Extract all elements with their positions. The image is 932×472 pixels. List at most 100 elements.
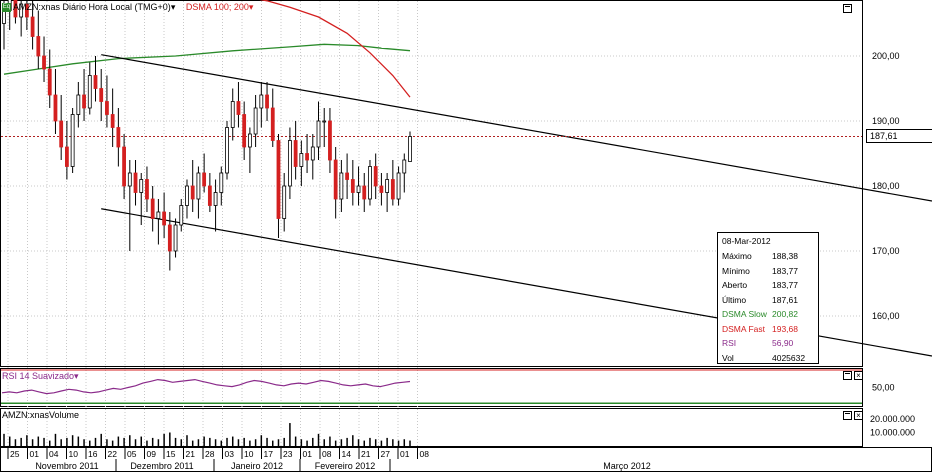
candle-body xyxy=(282,185,287,219)
candle-body xyxy=(362,185,367,200)
candle-body xyxy=(350,179,355,193)
volume-title: AMZN:xnasVolume xyxy=(2,410,80,420)
candle-body xyxy=(333,159,338,200)
day-label: 22 xyxy=(108,449,118,459)
volume-close-icon[interactable]: × xyxy=(854,411,863,420)
day-label: 01 xyxy=(303,449,313,459)
symbol-header[interactable]: Eq AMZN:xnas Diário Hora Local (TMG+0)▾ … xyxy=(2,2,253,13)
info-value: 56,90 xyxy=(772,338,794,348)
maximize-icon[interactable] xyxy=(843,4,852,13)
candle-body xyxy=(242,114,247,148)
candle-body xyxy=(190,185,195,200)
volume-maximize-icon[interactable] xyxy=(843,411,852,420)
fast-ma-line xyxy=(259,0,411,98)
rsi-title[interactable]: RSI 14 Suavizado xyxy=(2,371,75,381)
candle-body xyxy=(179,205,184,226)
candle-body xyxy=(247,133,252,148)
candle-body xyxy=(259,94,264,109)
candle-body xyxy=(299,153,304,167)
candle-body xyxy=(116,127,121,148)
info-label: Último xyxy=(722,294,747,305)
info-box: 08-Mar-2012 Máximo 188,38 Mínimo 183,77 Aber… xyxy=(717,232,819,364)
dropdown-icon[interactable]: ▾ xyxy=(170,2,176,12)
info-row: Último 187,61 xyxy=(722,293,814,307)
candle-body xyxy=(379,185,384,193)
candle-body xyxy=(162,211,167,226)
info-row: Máximo 188,38 xyxy=(722,249,814,263)
candle-body xyxy=(122,146,126,187)
indicator-title[interactable]: DSMA 100; 200 xyxy=(185,2,249,12)
candle-body xyxy=(213,192,218,206)
candle-body xyxy=(322,120,327,123)
candle-body xyxy=(305,153,309,161)
candle-body xyxy=(139,179,144,193)
day-label: 15 xyxy=(166,449,176,459)
candle-body xyxy=(408,136,412,162)
day-label: 10 xyxy=(244,449,254,459)
candle-body xyxy=(265,94,269,109)
candle-body xyxy=(202,172,207,187)
candle-body xyxy=(270,107,275,141)
candle-body xyxy=(196,172,201,200)
day-label: 05 xyxy=(127,449,137,459)
day-label: 17 xyxy=(264,449,274,459)
day-label: 14 xyxy=(342,449,352,459)
rsi-close-icon[interactable]: × xyxy=(854,371,863,380)
candle-body xyxy=(339,172,344,200)
candle-body xyxy=(385,179,390,193)
candle-body xyxy=(82,94,86,109)
candle-body xyxy=(219,172,224,193)
candle-body xyxy=(30,16,35,37)
month-label: Janeiro 2012 xyxy=(231,461,283,471)
day-label: 21 xyxy=(361,449,371,459)
candle-body xyxy=(59,120,64,148)
candle-body xyxy=(316,120,321,148)
indicator-dropdown-icon[interactable]: ▾ xyxy=(248,2,254,12)
candle-body xyxy=(42,55,46,70)
info-label: Mínimo xyxy=(722,265,750,276)
slow-ma-line xyxy=(3,43,411,75)
candle-body xyxy=(156,211,161,219)
info-label: DSMA Slow xyxy=(722,309,767,319)
candle-body xyxy=(53,94,58,122)
price-tick-label: 190,00 xyxy=(872,116,900,126)
volume-header: AMZN:xnasVolume xyxy=(2,410,79,420)
candle-body xyxy=(276,140,281,219)
info-label: Vol xyxy=(722,352,734,363)
day-label: 23 xyxy=(283,449,293,459)
info-label: Aberto xyxy=(722,280,748,290)
candle-body xyxy=(402,159,407,174)
candle-body xyxy=(105,101,109,115)
info-row: Vol 4025632 xyxy=(722,351,814,365)
rsi-tick-label: 50,00 xyxy=(872,383,895,393)
info-value: 188,38 xyxy=(772,251,798,261)
info-value: 187,61 xyxy=(772,294,798,305)
day-label: 28 xyxy=(205,449,215,459)
day-label: 03 xyxy=(225,449,235,459)
symbol-title[interactable]: AMZN:xnas Diário Hora Local (TMG+0) xyxy=(13,2,171,12)
volume-panel xyxy=(0,408,863,447)
day-label: 08 xyxy=(420,449,430,459)
candle-body xyxy=(127,172,132,187)
symbol-icon: Eq xyxy=(2,3,11,13)
candle-body xyxy=(173,224,178,252)
price-tick-label: 200,00 xyxy=(872,51,900,61)
day-label: 04 xyxy=(49,449,59,459)
info-value: 183,77 xyxy=(772,265,798,276)
rsi-dropdown-icon[interactable]: ▾ xyxy=(74,371,79,381)
candle-body xyxy=(288,140,292,187)
day-label: 09 xyxy=(147,449,157,459)
candle-body xyxy=(76,94,81,115)
info-row: DSMA Slow 200,82 xyxy=(722,307,814,321)
candle-body xyxy=(133,172,138,193)
info-value: 4025632 xyxy=(772,352,806,363)
candle-body xyxy=(19,3,24,18)
day-label: 16 xyxy=(88,449,98,459)
day-label: 01 xyxy=(400,449,410,459)
rsi-header[interactable]: RSI 14 Suavizado▾ xyxy=(2,371,79,382)
candle-body xyxy=(293,140,298,167)
day-label: 21 xyxy=(186,449,196,459)
trend-line-upper xyxy=(101,54,932,202)
candle-body xyxy=(150,198,155,219)
rsi-maximize-icon[interactable] xyxy=(843,371,852,380)
